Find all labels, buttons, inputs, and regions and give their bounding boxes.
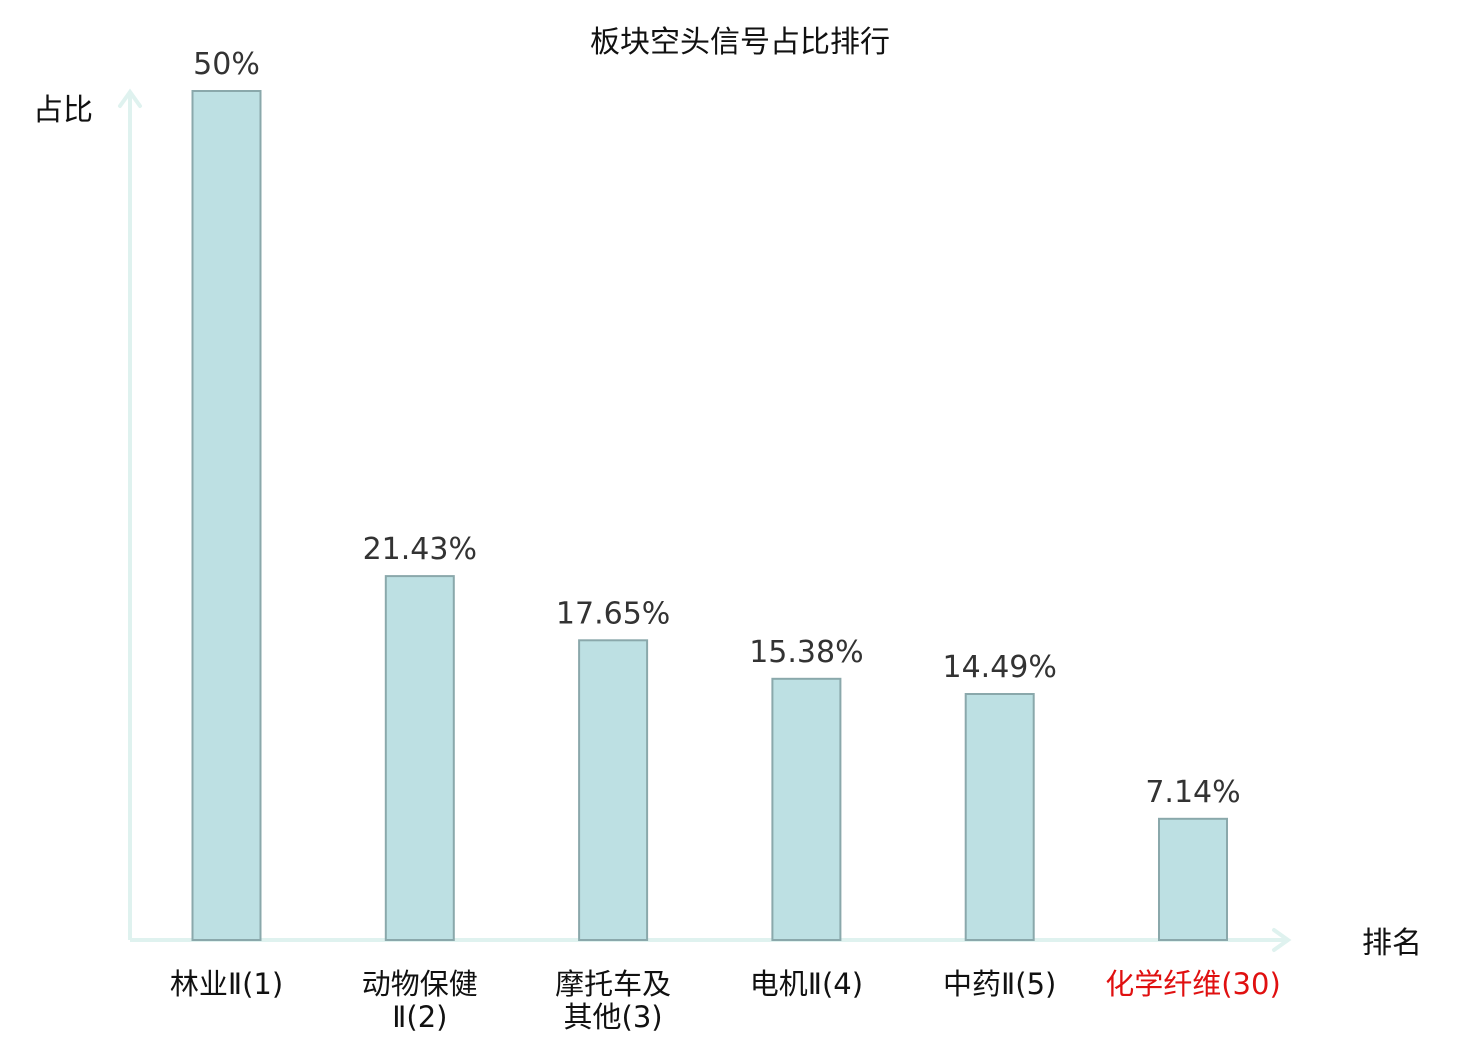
category-label-line: 林业Ⅱ(1) (170, 967, 283, 1001)
category-label-3: 摩托车及其他(3) (555, 967, 671, 1034)
bar-2 (384, 575, 455, 941)
category-label-line: 其他(3) (564, 1000, 663, 1034)
x-axis-arrow (1272, 928, 1292, 952)
category-label-1: 林业Ⅱ(1) (170, 967, 283, 1001)
category-label-5: 中药Ⅱ(5) (943, 967, 1056, 1001)
x-axis-label: 排名 (1362, 926, 1422, 961)
value-label-3: 17.65% (556, 596, 670, 631)
value-label-5: 14.49% (943, 650, 1057, 685)
category-label-line: Ⅱ(2) (392, 1000, 447, 1034)
bar-1 (191, 90, 262, 941)
bar-5 (964, 693, 1035, 941)
category-label-line: 中药Ⅱ(5) (943, 967, 1056, 1001)
value-label-6: 7.14% (1145, 775, 1240, 810)
category-label-line: 动物保健 (362, 967, 478, 1001)
bar-6 (1158, 817, 1228, 941)
category-labels: 林业Ⅱ(1) 动物保健 Ⅱ(2) 摩托车及其他(3) 电机Ⅱ(4) 中药Ⅱ(5) 化学纤维(… (170, 967, 1281, 1034)
value-labels: 50% 21.43% 17.65% 15.38% 14.49% 7.14% (193, 47, 1241, 810)
category-label-6: 化学纤维(30) (1105, 967, 1281, 1001)
y-axis-label: 占比 (33, 93, 93, 128)
value-label-4: 15.38% (749, 635, 863, 670)
category-label-line: 摩托车及 (555, 967, 671, 1001)
category-label-2: 动物保健 Ⅱ(2) (362, 967, 478, 1034)
axes (118, 88, 1292, 952)
category-label-line: 化学纤维(30) (1105, 967, 1281, 1001)
category-label-4: 电机Ⅱ(4) (750, 967, 863, 1001)
bar-4 (771, 677, 842, 941)
y-axis-arrow (118, 88, 142, 108)
chart-title: 板块空头信号占比排行 (590, 25, 890, 60)
value-label-2: 21.43% (363, 532, 477, 567)
value-label-1: 50% (193, 47, 260, 82)
category-label-line: 电机Ⅱ(4) (750, 967, 863, 1001)
bars (191, 90, 1228, 941)
bar-3 (578, 639, 649, 941)
